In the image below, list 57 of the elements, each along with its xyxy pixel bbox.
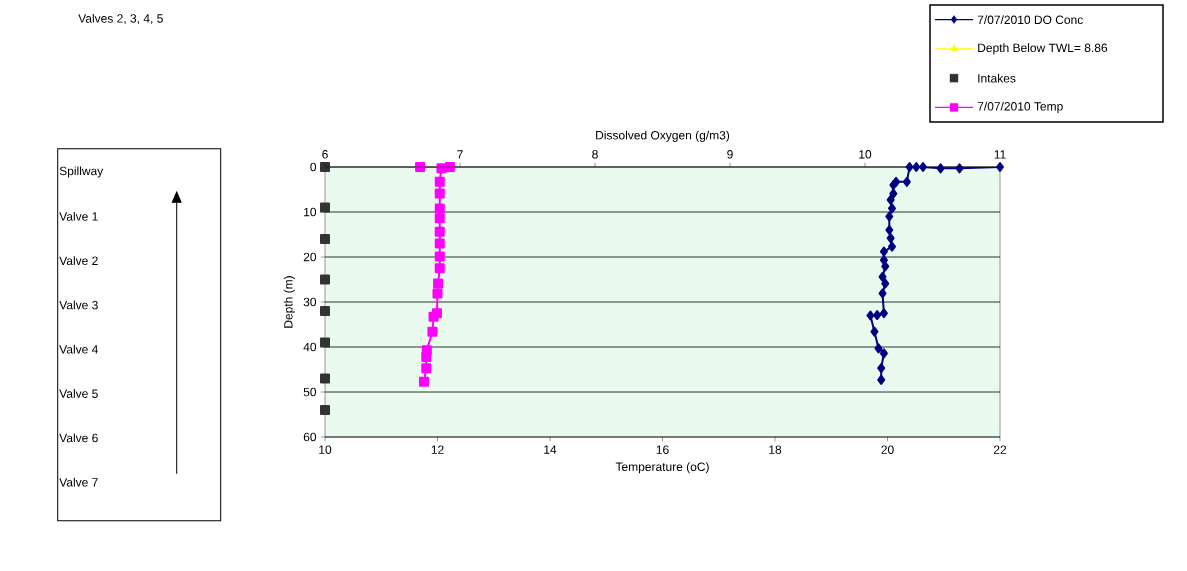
- x-tick-label: 12: [431, 445, 444, 454]
- point: [421, 351, 432, 362]
- x-axis-title: Temperature (oC): [615, 462, 709, 474]
- text: Valve 6: [59, 433, 98, 443]
- point: [434, 251, 445, 262]
- point: [434, 203, 445, 214]
- legend-label: Depth Below TWL= 8.86: [978, 43, 1108, 55]
- x2-tick-label: 8: [592, 150, 598, 159]
- legend-label: 7/07/2010 DO Conc: [977, 15, 1083, 25]
- point: [320, 274, 330, 285]
- point: [434, 213, 445, 224]
- point: [434, 226, 445, 237]
- x2-axis-title: Dissolved Oxygen (g/m3): [596, 130, 730, 142]
- text: Valve 3: [59, 300, 98, 310]
- y-tick-label: 40: [303, 342, 317, 352]
- point: [419, 376, 429, 387]
- point: [320, 234, 330, 244]
- x2-tick-label: 10: [859, 150, 872, 159]
- text: Valve 4: [59, 344, 98, 354]
- y-axis-title: Depth (m): [283, 276, 295, 328]
- point: [421, 363, 432, 374]
- y-tick-label: 0: [310, 162, 317, 172]
- text: Spillway: [59, 166, 104, 178]
- point: [434, 238, 445, 249]
- x2-tick-label: 6: [322, 150, 328, 159]
- x-tick-label: 18: [769, 445, 782, 454]
- x-tick-label: 10: [319, 445, 332, 454]
- x2-tick-label: 7: [457, 150, 463, 159]
- y-tick-label: 20: [303, 252, 317, 262]
- y-tick-label: 10: [304, 207, 317, 217]
- point: [320, 405, 330, 415]
- point: [320, 306, 330, 316]
- x-tick-label: 14: [544, 445, 557, 454]
- text: Valve 5: [59, 389, 98, 398]
- x-tick-label: 20: [881, 445, 894, 454]
- point: [320, 373, 330, 384]
- point: [432, 288, 443, 299]
- text: Valve 7: [59, 477, 98, 487]
- legend-label: Intakes: [978, 73, 1016, 83]
- point: [320, 202, 330, 213]
- y-tick-label: 30: [303, 297, 317, 307]
- x2-tick-label: 11: [994, 150, 1006, 159]
- y-tick-label: 60: [303, 432, 317, 442]
- point: [320, 337, 330, 348]
- x-tick-label: 22: [993, 445, 1007, 454]
- point: [433, 278, 444, 289]
- text: Valve 2: [59, 256, 98, 265]
- x-tick-label: 16: [656, 445, 669, 454]
- y-tick-label: 50: [303, 387, 317, 397]
- text: Valve 1: [59, 211, 98, 221]
- text: Valves 2, 3, 4, 5: [78, 13, 163, 25]
- x2-tick-label: 9: [727, 150, 733, 159]
- legend-label: 7/07/2010 Temp: [977, 101, 1063, 113]
- point: [434, 188, 445, 199]
- point: [427, 326, 438, 337]
- point: [434, 176, 445, 187]
- point: [434, 263, 445, 274]
